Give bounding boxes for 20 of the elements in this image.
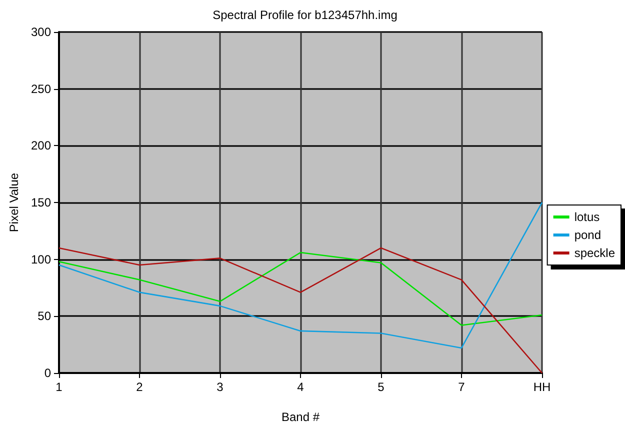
x-tick-label: 1	[56, 380, 63, 394]
legend-label: pond	[574, 228, 602, 242]
x-tick-label: 7	[458, 380, 466, 394]
y-tick-label: 300	[30, 25, 52, 39]
y-axis-title: Pixel Value	[7, 172, 22, 232]
y-tick-label: 150	[30, 196, 52, 210]
legend-label: speckle	[574, 246, 616, 260]
x-tick-label: HH	[533, 380, 551, 394]
x-tick-label: 2	[136, 380, 144, 394]
y-tick-label: 50	[38, 309, 52, 324]
x-tick-label: 4	[297, 380, 304, 394]
y-tick-label: 200	[30, 138, 52, 153]
x-axis-title: Band #	[281, 410, 320, 424]
y-tick-label: 100	[30, 252, 52, 266]
y-tick-label: 0	[44, 366, 52, 380]
y-tick-label: 250	[30, 82, 52, 96]
chart-title: Spectral Profile for b123457hh.img	[212, 8, 398, 22]
x-tick-label: 5	[378, 380, 385, 394]
x-tick-label: 3	[216, 380, 224, 394]
legend-label: lotus	[574, 210, 600, 224]
